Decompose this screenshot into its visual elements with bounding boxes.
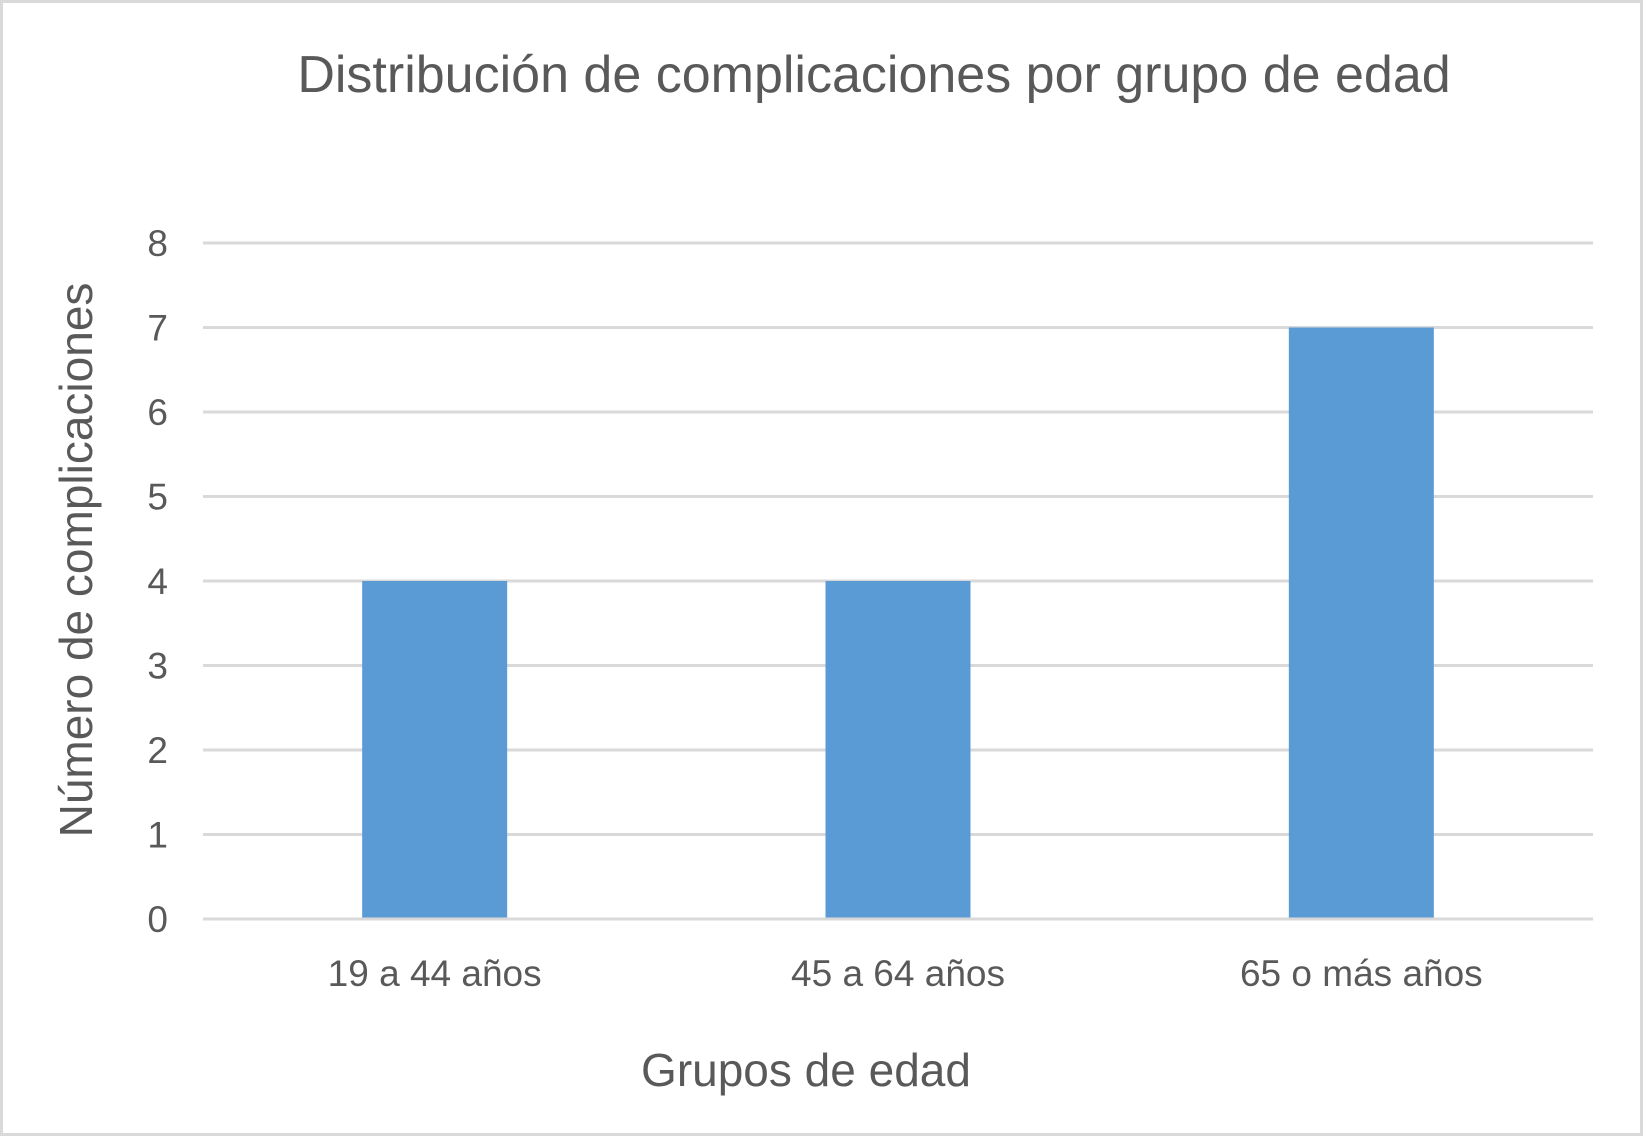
y-tick-label: 5 [147,477,168,518]
x-tick-label: 65 o más años [1240,953,1483,994]
y-tick-label: 6 [147,392,168,433]
bar-chart: Distribución de complicaciones por grupo… [50,46,1593,1096]
x-tick-label: 45 a 64 años [791,953,1005,994]
bar [362,581,508,919]
y-tick-label: 4 [147,561,168,602]
y-tick-labels: 0 1 2 3 4 5 6 7 8 [147,223,168,940]
bar [825,581,971,919]
y-tick-label: 0 [147,899,168,940]
chart-title: Distribución de complicaciones por grupo… [297,46,1450,104]
y-axis-title: Número de complicaciones [50,283,102,838]
y-tick-label: 1 [147,815,168,856]
bars [203,327,1593,921]
bar [1288,327,1434,919]
x-tick-label: 19 a 44 años [328,953,542,994]
y-tick-label: 3 [147,646,168,687]
y-tick-label: 8 [147,223,168,264]
x-tick-labels: 19 a 44 años 45 a 64 años 65 o más años [328,953,1483,994]
y-tick-label: 7 [147,308,168,349]
y-tick-label: 2 [147,730,168,771]
x-axis-title: Grupos de edad [641,1044,971,1096]
